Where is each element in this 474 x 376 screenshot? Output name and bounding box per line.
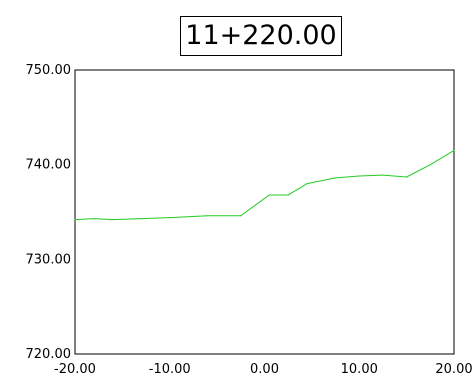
data-point (240, 215, 242, 217)
y-axis: 750.00 740.00 730.00 720.00 (26, 63, 72, 362)
y-tick-label: 740.00 (26, 158, 72, 173)
plot-area (74, 69, 455, 355)
x-tick-label: 0.00 (250, 362, 279, 376)
data-point (93, 218, 95, 220)
data-point (74, 218, 76, 221)
x-tick-label: -20.00 (54, 362, 96, 376)
x-tick-label: -10.00 (149, 362, 191, 376)
data-point (268, 194, 270, 196)
series-layer (74, 149, 455, 221)
x-axis: -20.00 -10.00 0.00 10.00 20.00 (54, 362, 473, 376)
data-point (382, 174, 384, 176)
data-point (429, 164, 431, 166)
data-point (358, 175, 360, 177)
y-tick-label: 730.00 (26, 252, 72, 267)
data-point (406, 176, 408, 178)
data-point (306, 183, 308, 185)
data-point (287, 194, 289, 196)
x-tick-label: 10.00 (341, 362, 378, 376)
data-point (169, 217, 171, 219)
data-point (453, 149, 455, 152)
y-tick-label: 720.00 (26, 347, 72, 362)
chart-title: 11+220.00 (180, 16, 342, 56)
x-tick-label: 20.00 (435, 362, 472, 376)
data-point (112, 218, 114, 221)
data-point (334, 177, 337, 179)
data-point (207, 215, 209, 217)
y-tick-label: 750.00 (26, 63, 72, 78)
